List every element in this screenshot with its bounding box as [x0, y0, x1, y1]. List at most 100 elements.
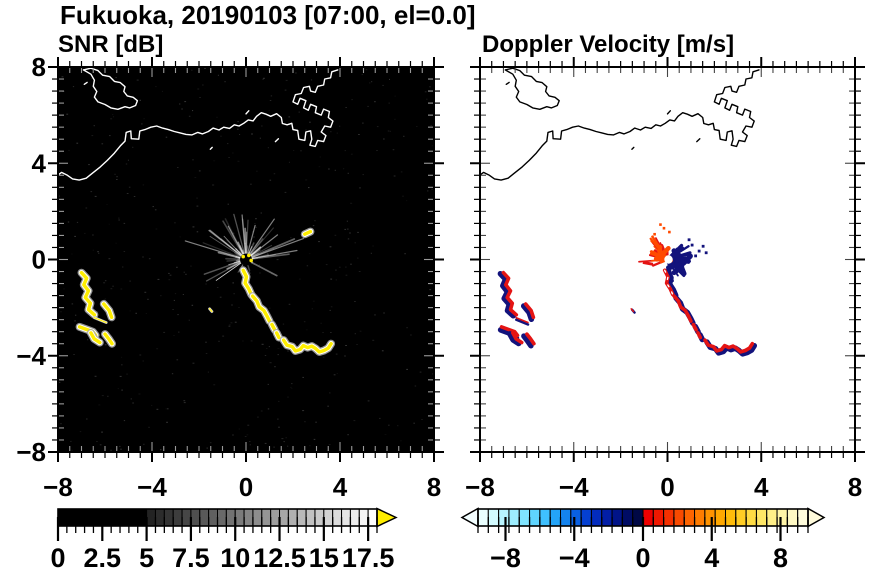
- red-speck: [653, 232, 656, 236]
- x-tick-label: −4: [559, 472, 589, 502]
- snr-echoes: [75, 227, 336, 356]
- colorbar-cell: [349, 508, 360, 527]
- x-tick-label: 8: [427, 472, 441, 502]
- echo-toward-small-speck: [630, 308, 635, 313]
- x-tick-label: 8: [848, 472, 862, 502]
- colorbar-tick-label: 0: [635, 543, 650, 570]
- navy-speck: [697, 249, 701, 253]
- red-speck: [668, 230, 671, 234]
- colorbar-cell: [190, 508, 201, 527]
- echo-southeast-chain: [281, 338, 333, 354]
- center-speck: [249, 258, 253, 263]
- colorbar-cell: [332, 508, 343, 527]
- colorbar-cell: [704, 508, 716, 527]
- colorbar-cell: [797, 508, 809, 527]
- x-tick-label: −8: [43, 472, 73, 502]
- colorbar-tick-label: −8: [490, 543, 521, 570]
- colorbar-cell: [225, 508, 236, 527]
- colorbar-ticks: [477, 517, 809, 541]
- velocity-echoes: [497, 268, 758, 357]
- x-tick-label: −4: [137, 472, 167, 502]
- echo-away-southwest-arm-b: [507, 331, 522, 347]
- colorbar-cell: [683, 508, 696, 527]
- colorbar-cell: [580, 508, 592, 527]
- colorbar-tick-label: 15: [309, 543, 339, 570]
- echo-away-west-small: [520, 303, 535, 323]
- islet: [631, 146, 635, 151]
- colorbar-cell: [601, 508, 613, 527]
- navy-speck: [687, 238, 691, 242]
- colorbar-tick-label: 2.5: [84, 543, 122, 570]
- islet: [505, 81, 510, 86]
- colorbar-cell: [279, 508, 289, 527]
- echo-southwest-arm-c: [103, 332, 114, 346]
- colorbar-cell: [154, 508, 165, 527]
- y-tick-label: 8: [32, 52, 46, 82]
- colorbar-cell: [181, 508, 192, 527]
- echo-southwest-arm-b: [89, 331, 102, 345]
- center-speck: [241, 254, 245, 259]
- noise-speckle: [58, 67, 434, 452]
- y-tick-label: 4: [32, 148, 47, 178]
- colorbar-cell: [358, 508, 369, 527]
- colorbar-cell: [508, 508, 520, 527]
- colorbar-cell: [776, 508, 788, 527]
- velocity-plot-area: [480, 67, 855, 452]
- echo-away-west-thin-line: [515, 318, 530, 326]
- colorbar-cell: [270, 508, 281, 527]
- colorbar-cell: [632, 508, 644, 527]
- map-frame: [57, 66, 435, 453]
- mainland-coast: [480, 69, 760, 181]
- snr-map-panel: −8 −4 0 4 8 8 4 0 −4 −8: [16, 52, 444, 502]
- colorbar-cell: [498, 508, 510, 527]
- colorbar-cell: [735, 508, 747, 527]
- echo-toward-southwest-arm-c: [525, 332, 536, 346]
- x-tick-label: 4: [333, 472, 348, 502]
- colorbar-under-arrow: [460, 507, 479, 528]
- colorbar-cell: [725, 508, 737, 527]
- colorbar-cell: [694, 508, 706, 527]
- colorbar-cell: [518, 508, 531, 527]
- echo-toward-southwest-arm-b: [510, 331, 524, 345]
- colorbar-tick-label: 12.5: [253, 543, 306, 570]
- colorbar-cell: [560, 508, 572, 527]
- colorbar-cell: [477, 508, 489, 527]
- echo-away-west-squiggle: [497, 270, 517, 319]
- navy-speck: [701, 244, 705, 248]
- colorbar-over-arrow: [376, 507, 398, 528]
- colorbar-cell: [367, 508, 378, 527]
- colorbar-cell: [642, 508, 654, 527]
- echo-toward-west-thin-line: [515, 316, 529, 324]
- x-tick-label: 0: [660, 472, 674, 502]
- colorbar-cell: [172, 508, 183, 527]
- colorbar-cell: [611, 508, 623, 527]
- x-tick-label: 4: [754, 472, 769, 502]
- colorbar-cell: [663, 508, 675, 527]
- islet: [83, 81, 88, 86]
- red-speck: [659, 223, 662, 226]
- red-dash-west-of-radar: [642, 260, 654, 266]
- colorbar-cell: [287, 508, 298, 527]
- colorbar-tick-label: −4: [559, 543, 590, 570]
- map-frame: [479, 66, 856, 453]
- colorbar-cell: [529, 508, 541, 527]
- echo-toward-plume-upper: [662, 268, 675, 297]
- echo-plume-bit-2: [274, 331, 281, 340]
- y-tick-label: 0: [32, 245, 46, 275]
- colorbar-tick-label: 10: [220, 543, 250, 570]
- echo-west-thin-line: [93, 317, 107, 324]
- colorbar-cell: [755, 508, 768, 527]
- colorbar-tick-label: 7.5: [172, 543, 210, 570]
- colorbar-cell: [305, 508, 316, 527]
- echo-toward-plume-bit-2: [696, 331, 703, 340]
- colorbar-cell: [217, 508, 227, 527]
- coastline: [480, 67, 760, 181]
- echo-toward-southeast-chain: [703, 338, 755, 354]
- colorbar-cell: [487, 508, 500, 527]
- center-speck: [247, 253, 251, 258]
- echo-away-plume-upper: [664, 268, 679, 299]
- islet: [274, 137, 280, 143]
- colorbar-cell: [590, 508, 603, 527]
